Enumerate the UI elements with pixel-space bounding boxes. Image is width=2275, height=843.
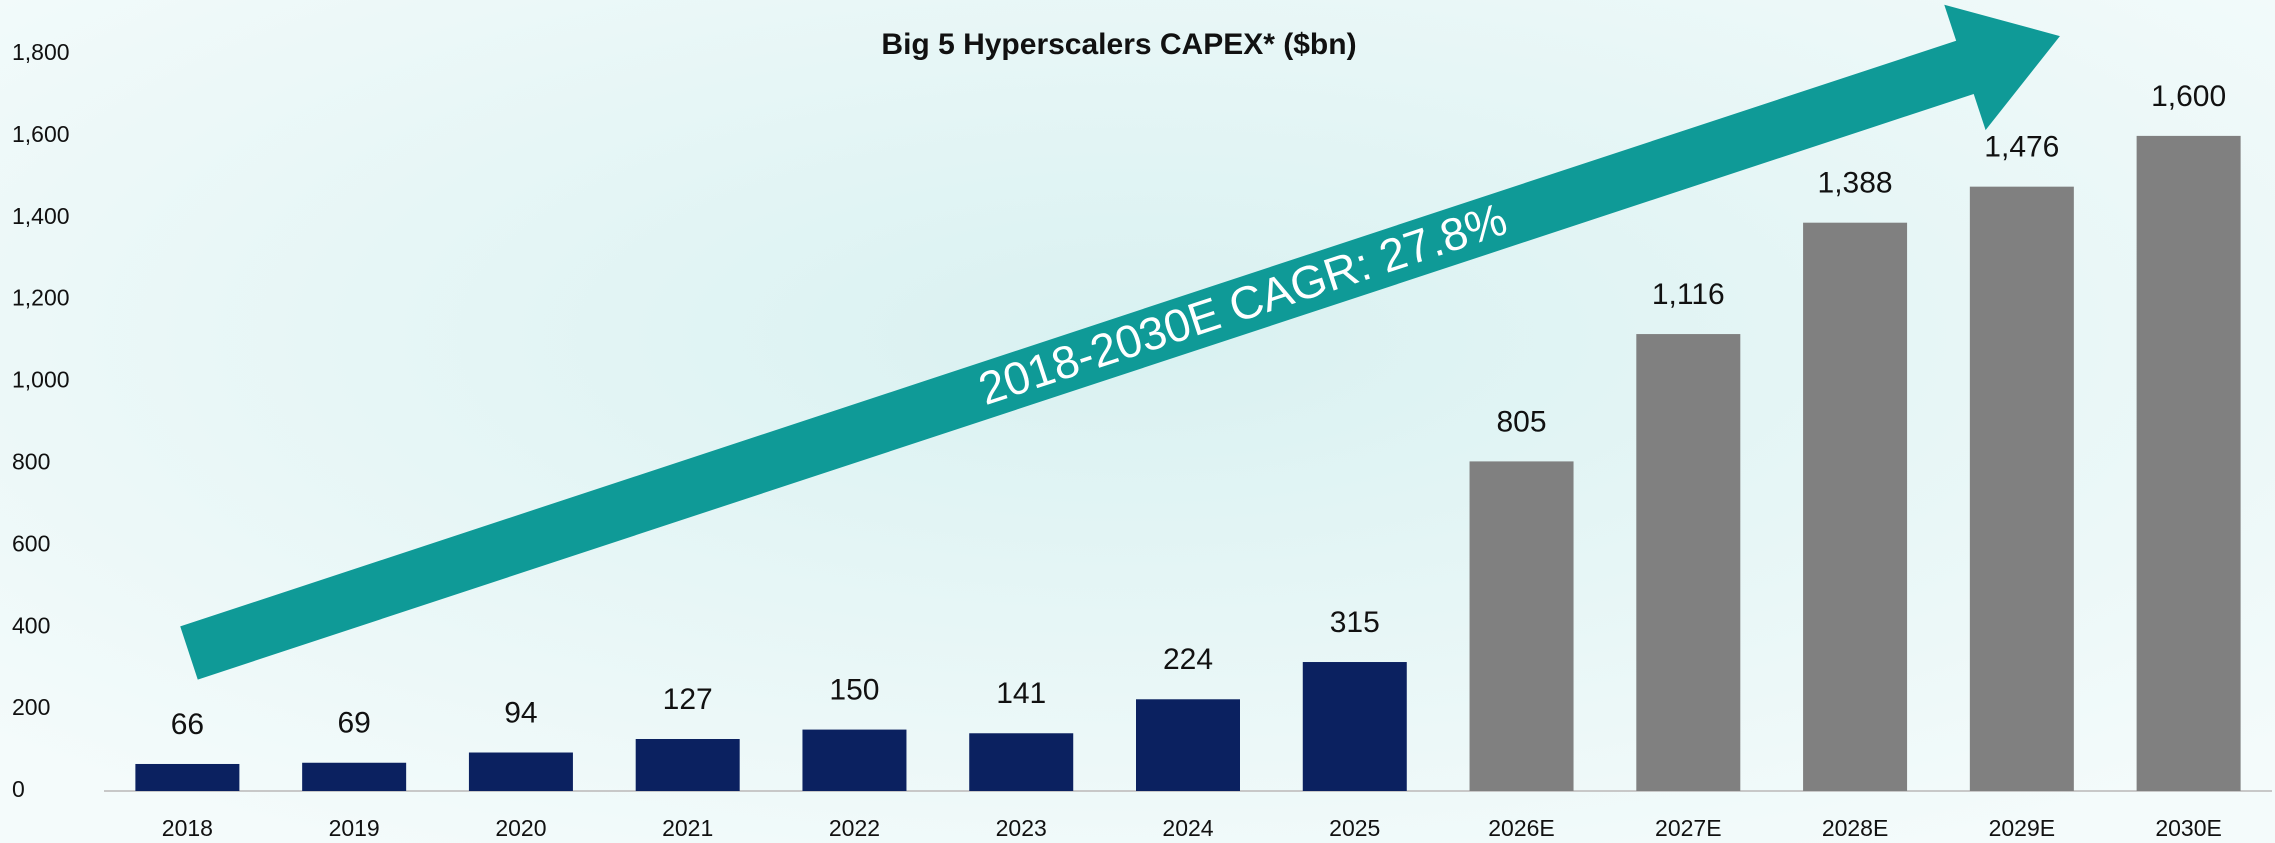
x-tick-label: 2030E (2155, 815, 2222, 841)
y-tick-label: 1,600 (12, 121, 70, 147)
y-tick-label: 600 (12, 530, 50, 556)
y-tick-label: 1,200 (12, 285, 70, 311)
value-label: 69 (337, 707, 370, 740)
value-label: 66 (171, 708, 204, 741)
value-label: 150 (829, 674, 879, 707)
value-label: 1,476 (1984, 131, 2059, 164)
x-tick-label: 2019 (329, 815, 380, 841)
bar (802, 730, 906, 791)
x-tick-label: 2028E (1822, 815, 1889, 841)
chart-title: Big 5 Hyperscalers CAPEX* ($bn) (881, 28, 1356, 61)
value-label: 94 (504, 696, 537, 729)
x-tick-label: 2018 (162, 815, 213, 841)
x-tick-label: 2024 (1162, 815, 1213, 841)
y-tick-label: 400 (12, 612, 50, 638)
bar (1636, 334, 1740, 791)
bar (969, 733, 1073, 791)
x-tick-label: 2023 (996, 815, 1047, 841)
value-label: 224 (1163, 643, 1213, 676)
x-tick-label: 2025 (1329, 815, 1380, 841)
bar (1136, 699, 1240, 791)
y-tick-label: 200 (12, 694, 50, 720)
bar (1970, 187, 2074, 791)
bar (469, 753, 573, 791)
y-tick-label: 800 (12, 449, 50, 475)
value-label: 127 (663, 683, 713, 716)
value-label: 805 (1497, 405, 1547, 438)
bar (1470, 461, 1574, 791)
x-tick-label: 2029E (1989, 815, 2056, 841)
value-label: 141 (996, 677, 1046, 710)
y-tick-label: 0 (12, 776, 25, 802)
y-tick-label: 1,400 (12, 203, 70, 229)
y-tick-label: 1,800 (12, 39, 70, 65)
bar (135, 764, 239, 791)
value-label: 1,600 (2151, 80, 2226, 113)
bar (636, 739, 740, 791)
value-label: 1,116 (1652, 278, 1725, 311)
value-label: 1,388 (1818, 167, 1893, 200)
chart: 0 200 400 600 800 1,000 1,200 1,400 1,600 1,800 20… (0, 0, 2275, 843)
bar (2137, 136, 2241, 791)
x-tick-label: 2027E (1655, 815, 1722, 841)
bar (302, 763, 406, 791)
y-tick-label: 1,000 (12, 367, 70, 393)
bar (1803, 223, 1907, 791)
x-tick-label: 2022 (829, 815, 880, 841)
x-tick-label: 2026E (1488, 815, 1555, 841)
bar (1303, 662, 1407, 791)
x-tick-label: 2020 (495, 815, 546, 841)
value-label: 315 (1330, 606, 1380, 639)
x-tick-label: 2021 (662, 815, 713, 841)
